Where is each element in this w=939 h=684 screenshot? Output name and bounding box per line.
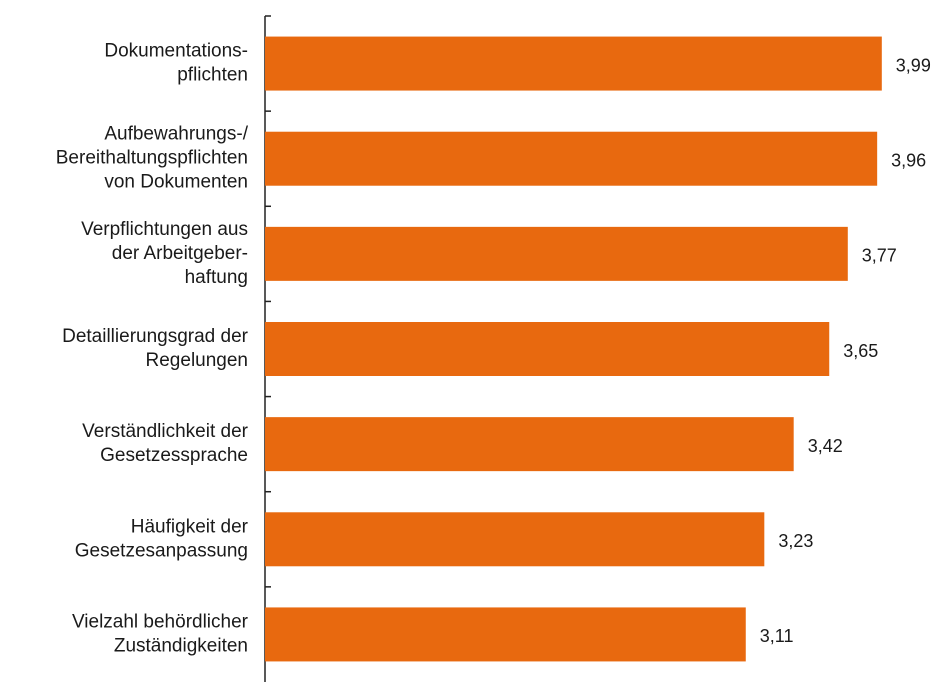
bar (265, 322, 830, 376)
category-label: Häufigkeit der (131, 516, 249, 537)
value-label: 3,65 (843, 341, 878, 361)
category-label: pflichten (177, 65, 248, 86)
category-label: haftung (185, 267, 248, 288)
bar (265, 607, 746, 662)
bar (265, 226, 848, 281)
category-label: Detaillierungsgrad der (62, 326, 249, 347)
category-label: der Arbeitgeber- (112, 243, 248, 264)
category-label: Gesetzessprache (100, 445, 248, 466)
category-label: Verständlichkeit der (82, 421, 248, 442)
bar (265, 417, 794, 472)
bar (265, 512, 765, 567)
value-label: 3,11 (760, 626, 794, 646)
value-label: 3,99 (896, 55, 931, 75)
value-label: 3,23 (778, 531, 813, 551)
category-label: Gesetzesanpassung (75, 540, 248, 561)
value-label: 3,42 (808, 436, 843, 456)
category-label: Regelungen (146, 350, 248, 371)
category-label: Vielzahl behördlicher (72, 611, 249, 632)
category-label: Zuständigkeiten (114, 635, 248, 656)
bar (265, 131, 878, 186)
category-label: Verpflichtungen aus (81, 219, 248, 240)
category-label: von Dokumenten (104, 172, 248, 193)
category-label: Aufbewahrungs-/ (104, 124, 248, 145)
value-label: 3,96 (891, 150, 926, 170)
category-label: Bereithaltungspflichten (56, 148, 248, 169)
category-label: Dokumentations- (104, 41, 248, 62)
bar (265, 36, 882, 91)
value-label: 3,77 (862, 246, 897, 266)
